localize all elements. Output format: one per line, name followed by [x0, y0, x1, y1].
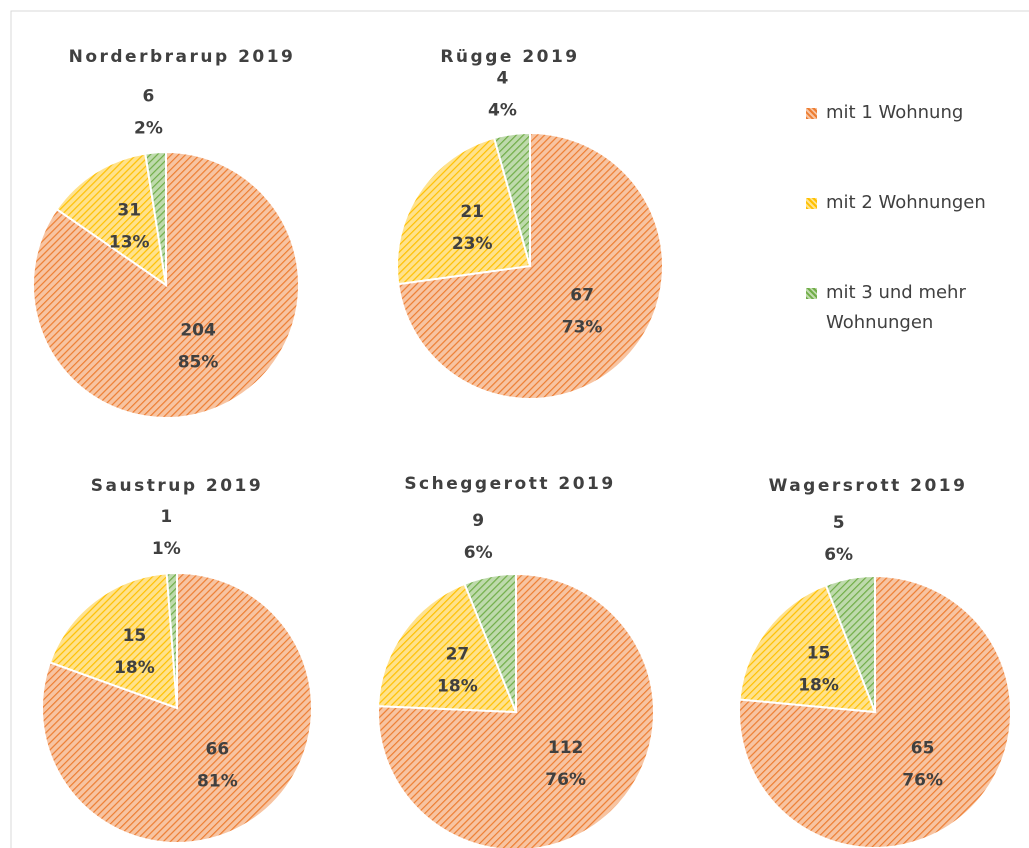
legend-swatch — [806, 288, 817, 299]
legend-entry: mit 3 und mehr Wohnungen — [806, 278, 996, 368]
legend-entry: mit 1 Wohnung — [806, 98, 996, 188]
data-label: 4 — [497, 69, 509, 89]
data-label: 18% — [798, 675, 839, 695]
data-label: 65 — [911, 738, 935, 758]
data-label: 13% — [109, 232, 150, 252]
data-label: 1 — [160, 507, 172, 527]
data-label: 4% — [488, 101, 517, 121]
data-label: 76% — [545, 770, 586, 790]
data-label: 76% — [902, 770, 943, 790]
data-label: 73% — [562, 317, 603, 337]
chart-title: Wagersrott 2019 — [769, 476, 968, 496]
pie-slice — [165, 571, 178, 709]
data-label: 21 — [460, 202, 484, 222]
pie-slice — [492, 131, 531, 267]
legend-label: mit 2 Wohnungen — [826, 192, 986, 213]
chart-title: Rügge 2019 — [440, 47, 579, 67]
pie-slice — [48, 572, 179, 710]
chart-title: Scheggerott 2019 — [404, 474, 615, 494]
data-label: 112 — [548, 738, 584, 758]
pie-slice — [738, 583, 877, 714]
data-label: 85% — [178, 352, 219, 372]
data-label: 1% — [152, 539, 181, 559]
legend-label: mit 3 und mehr Wohnungen — [826, 282, 966, 333]
data-label: 6 — [143, 87, 155, 107]
legend-entry: mit 2 Wohnungen — [806, 188, 996, 278]
data-label: 81% — [197, 771, 238, 791]
legend-swatch — [806, 198, 817, 209]
frame — [10, 10, 1029, 848]
data-label: 67 — [570, 285, 594, 305]
data-label: 18% — [437, 677, 478, 697]
data-label: 66 — [206, 739, 230, 759]
data-label: 204 — [180, 320, 216, 340]
chart-title: Norderbrarup 2019 — [69, 47, 296, 67]
data-label: 6% — [824, 545, 853, 565]
pie-slice — [824, 574, 876, 713]
data-label: 5 — [833, 513, 845, 533]
data-label: 15 — [807, 643, 831, 663]
legend: mit 1 Wohnung mit 2 Wohnungen mit 3 und me… — [806, 98, 996, 368]
pie-slice — [55, 152, 168, 288]
data-label: 6% — [464, 543, 493, 563]
data-label: 23% — [452, 234, 493, 254]
data-label: 27 — [446, 645, 470, 665]
data-label: 31 — [117, 200, 141, 220]
pie-slice — [377, 572, 655, 848]
data-label: 15 — [123, 626, 147, 646]
chart-title: Saustrup 2019 — [91, 476, 263, 496]
data-label: 9 — [472, 511, 484, 531]
legend-label: mit 1 Wohnung — [826, 102, 964, 123]
data-label: 18% — [114, 658, 155, 678]
data-label: 2% — [134, 119, 163, 139]
pie-slice — [144, 150, 167, 286]
pie-slice — [463, 572, 517, 713]
pie-slice — [396, 136, 532, 286]
legend-swatch — [806, 108, 817, 119]
pie-slice — [377, 582, 518, 714]
